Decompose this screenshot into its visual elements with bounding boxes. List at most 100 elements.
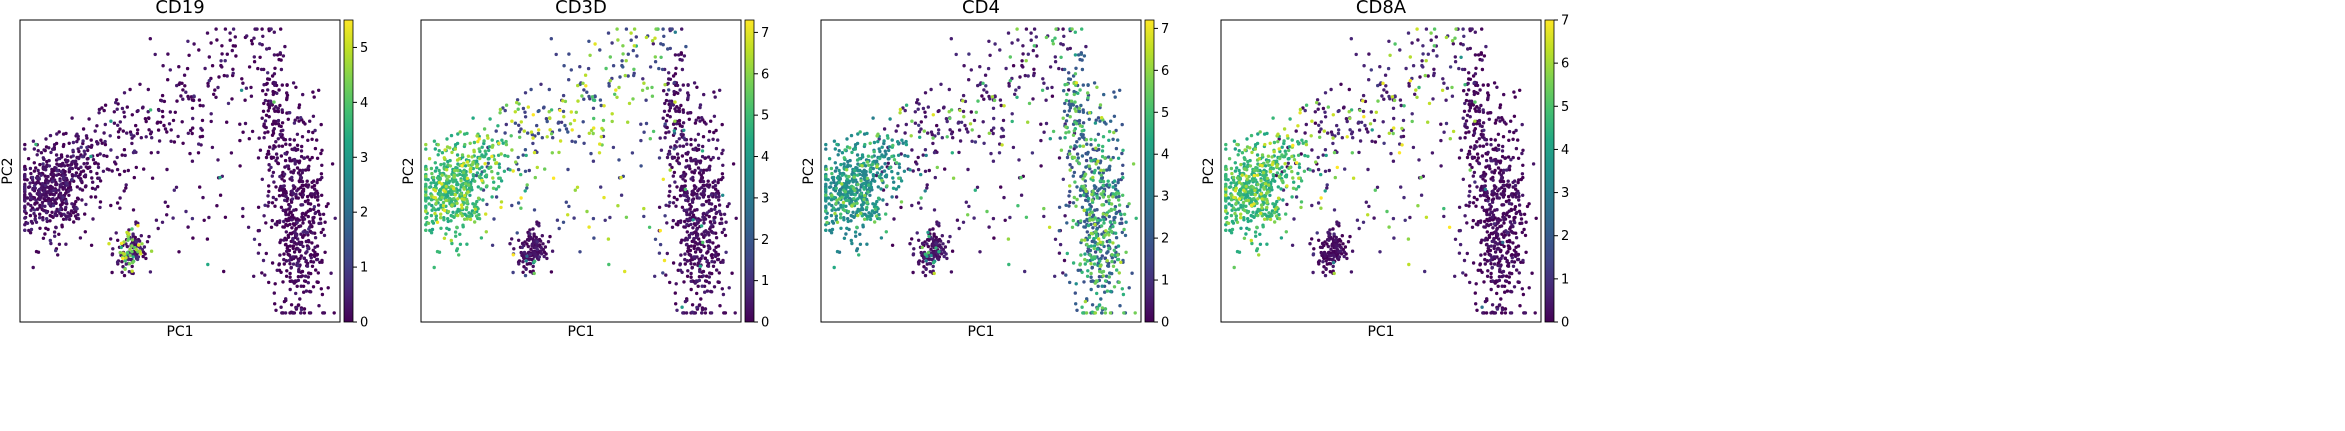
data-point bbox=[705, 211, 709, 215]
data-point bbox=[855, 141, 860, 146]
data-point bbox=[868, 217, 873, 222]
data-point bbox=[270, 218, 274, 223]
data-point bbox=[1059, 148, 1064, 152]
data-point bbox=[190, 216, 195, 221]
data-point bbox=[455, 153, 460, 157]
data-point bbox=[520, 251, 524, 255]
data-point bbox=[51, 203, 56, 208]
data-point bbox=[319, 172, 324, 176]
data-point bbox=[52, 188, 56, 193]
data-point bbox=[828, 185, 832, 189]
data-point bbox=[182, 73, 187, 77]
colorbar-tick-label: 1 bbox=[360, 261, 368, 276]
data-point bbox=[28, 166, 33, 171]
data-point bbox=[455, 225, 459, 229]
data-point bbox=[1050, 39, 1055, 43]
data-point bbox=[1087, 111, 1092, 115]
data-point bbox=[670, 225, 675, 229]
data-point bbox=[79, 170, 83, 174]
data-point bbox=[435, 198, 439, 202]
data-point bbox=[320, 292, 325, 297]
data-point bbox=[1062, 109, 1067, 114]
data-point bbox=[842, 218, 846, 222]
data-point bbox=[282, 172, 287, 176]
data-point bbox=[54, 248, 58, 253]
data-point bbox=[569, 68, 573, 72]
data-point bbox=[923, 273, 928, 278]
data-point bbox=[673, 180, 677, 184]
data-point bbox=[606, 31, 611, 35]
data-point bbox=[47, 202, 51, 206]
data-point bbox=[926, 230, 930, 235]
data-point bbox=[1023, 73, 1027, 78]
data-point bbox=[134, 165, 138, 170]
data-point bbox=[38, 212, 42, 216]
data-point bbox=[428, 228, 432, 233]
data-point bbox=[611, 63, 616, 68]
data-point bbox=[225, 52, 229, 56]
data-point bbox=[307, 227, 311, 231]
data-point bbox=[547, 110, 551, 114]
data-point bbox=[79, 178, 83, 183]
data-point bbox=[98, 205, 102, 210]
data-point bbox=[894, 129, 898, 133]
data-point bbox=[1075, 159, 1079, 163]
data-point bbox=[718, 304, 722, 308]
data-point bbox=[472, 140, 477, 145]
data-point bbox=[160, 109, 165, 114]
data-point bbox=[126, 168, 130, 173]
data-point bbox=[690, 170, 694, 174]
data-point bbox=[958, 108, 962, 113]
data-point bbox=[972, 216, 976, 220]
data-point bbox=[91, 217, 95, 221]
data-point bbox=[252, 274, 256, 278]
data-point bbox=[130, 249, 134, 254]
data-point bbox=[703, 156, 707, 160]
data-point bbox=[720, 172, 725, 176]
data-point bbox=[68, 163, 73, 167]
data-point bbox=[1077, 161, 1082, 166]
data-point bbox=[56, 253, 60, 257]
data-point bbox=[430, 227, 435, 232]
data-point bbox=[592, 126, 596, 130]
data-point bbox=[528, 232, 532, 236]
data-point bbox=[432, 265, 436, 270]
data-point bbox=[877, 137, 881, 141]
data-point bbox=[285, 249, 289, 253]
data-point bbox=[585, 90, 589, 94]
data-point bbox=[1071, 103, 1076, 107]
data-point bbox=[858, 130, 862, 134]
y-axis-label: PC2 bbox=[801, 157, 817, 184]
data-point bbox=[1083, 262, 1088, 266]
data-point bbox=[1020, 59, 1024, 63]
data-point bbox=[1081, 110, 1086, 115]
data-point bbox=[103, 142, 108, 147]
data-point bbox=[316, 271, 320, 275]
data-point bbox=[616, 204, 620, 208]
data-point bbox=[134, 240, 138, 244]
data-point bbox=[824, 182, 828, 186]
data-point bbox=[175, 83, 179, 88]
data-point bbox=[316, 198, 320, 202]
data-point bbox=[118, 172, 122, 177]
data-point bbox=[865, 160, 870, 164]
data-point bbox=[531, 264, 535, 269]
data-point bbox=[1069, 99, 1074, 103]
data-point bbox=[857, 253, 861, 257]
data-point bbox=[716, 138, 720, 142]
data-point bbox=[512, 247, 516, 251]
data-point bbox=[536, 109, 540, 114]
data-point bbox=[703, 256, 707, 260]
data-point bbox=[1088, 167, 1092, 171]
data-point bbox=[260, 271, 264, 275]
data-point bbox=[468, 169, 473, 174]
data-point bbox=[294, 192, 298, 197]
data-point bbox=[436, 143, 440, 147]
data-point bbox=[475, 134, 479, 138]
data-point bbox=[679, 51, 683, 55]
data-point bbox=[59, 170, 63, 174]
colorbar-tick-label: 7 bbox=[1161, 22, 1169, 37]
data-point bbox=[201, 104, 205, 108]
data-point bbox=[1111, 224, 1115, 229]
data-point bbox=[1099, 168, 1103, 172]
